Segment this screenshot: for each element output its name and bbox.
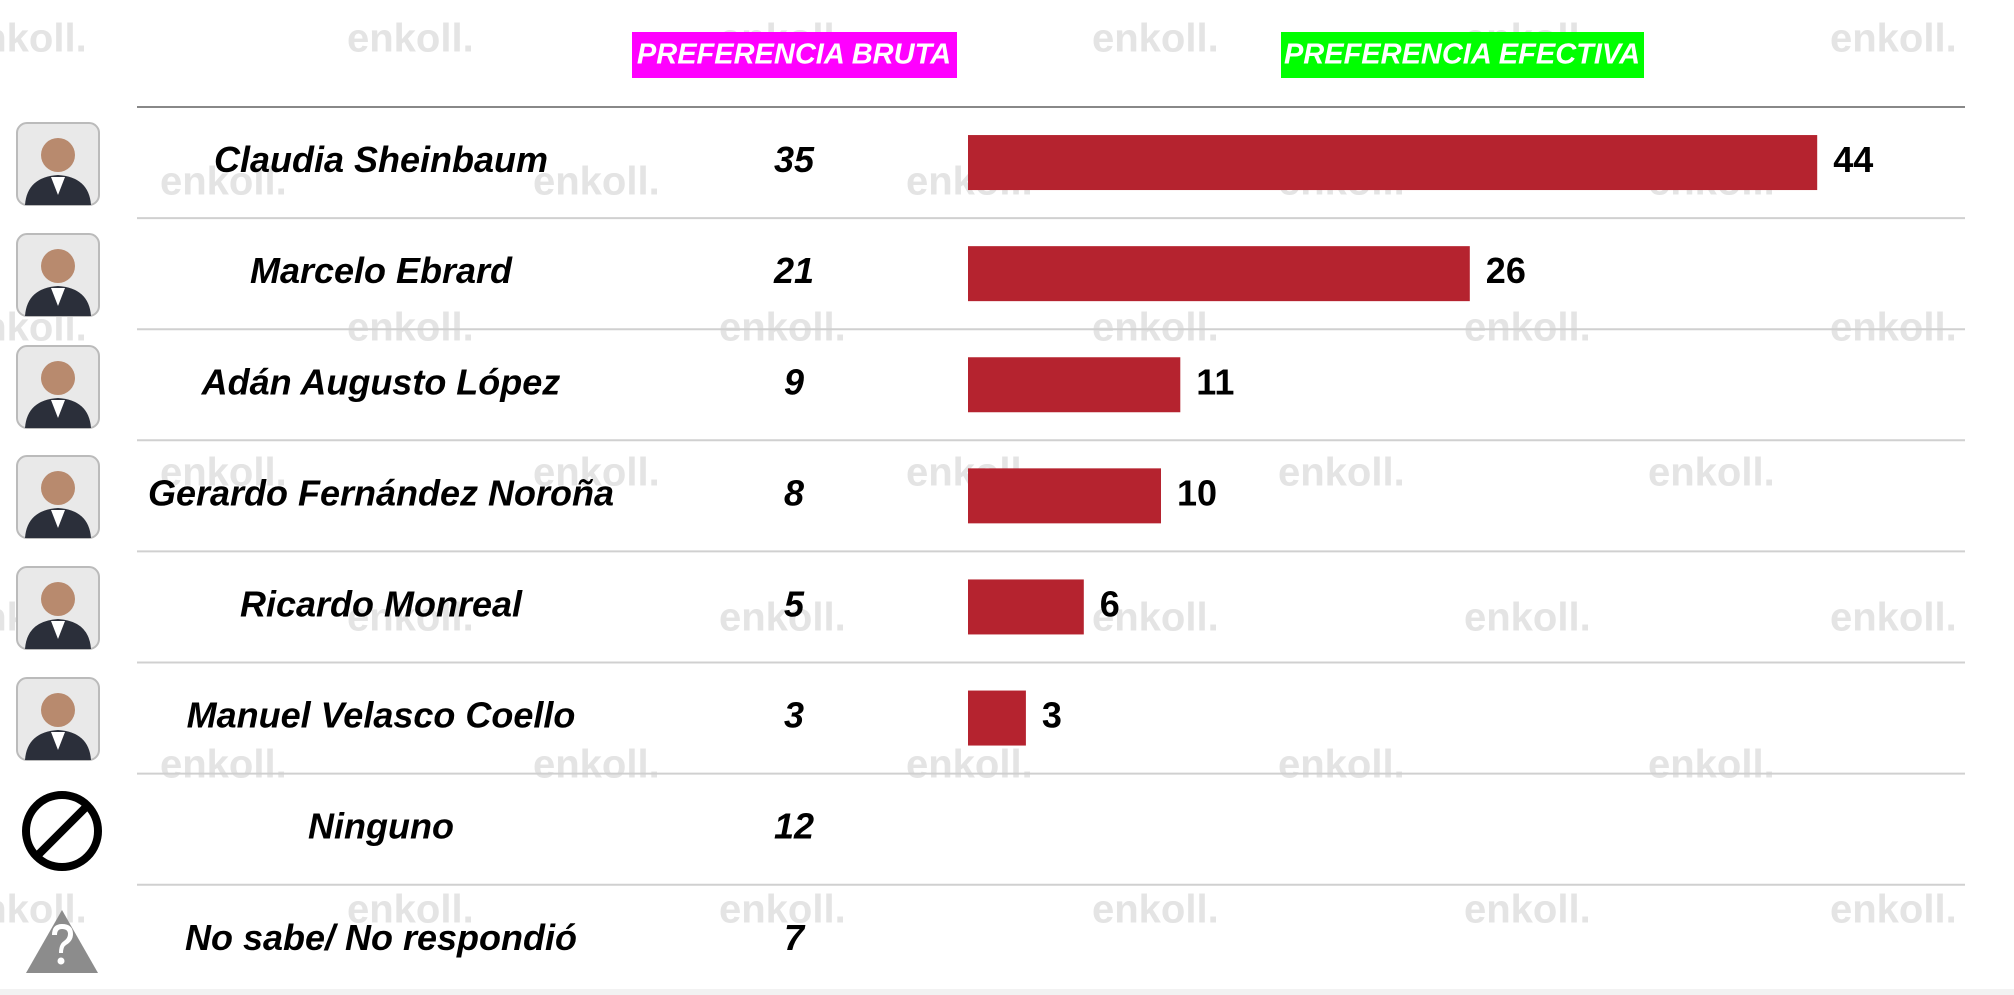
header: PREFERENCIA EFECTIVA bbox=[1284, 39, 1640, 71]
watermark: enkoll. bbox=[1092, 888, 1219, 932]
watermark: enkoll. bbox=[1830, 888, 1957, 932]
raw-value: 3 bbox=[784, 695, 804, 736]
watermark: enkoll. bbox=[160, 743, 287, 787]
watermark: enkoll. bbox=[533, 160, 660, 204]
bar bbox=[968, 135, 1817, 190]
raw-value: 5 bbox=[784, 583, 805, 624]
watermark: enkoll. bbox=[0, 888, 87, 932]
bar-value-label: 3 bbox=[1042, 695, 1062, 736]
watermark: enkoll. bbox=[1278, 451, 1405, 495]
bar bbox=[968, 468, 1161, 523]
bar bbox=[968, 691, 1026, 746]
bar-value-label: 44 bbox=[1833, 139, 1873, 180]
header: PREFERENCIA BRUTA bbox=[637, 39, 951, 71]
candidate-name: Claudia Sheinbaum bbox=[214, 139, 548, 180]
watermark: enkoll. bbox=[347, 17, 474, 61]
raw-value: 35 bbox=[774, 139, 815, 180]
candidate-name: No sabe/ No respondió bbox=[185, 917, 577, 958]
candidate-name: Manuel Velasco Coello bbox=[187, 695, 576, 736]
watermark: enkoll. bbox=[1092, 306, 1219, 350]
watermark: enkoll. bbox=[1464, 306, 1591, 350]
watermark: enkoll. bbox=[1830, 17, 1957, 61]
footer-strip bbox=[0, 989, 2014, 995]
watermark: enkoll. bbox=[1830, 596, 1957, 640]
candidate-name: Marcelo Ebrard bbox=[250, 250, 513, 291]
candidate-name: Gerardo Fernández Noroña bbox=[148, 472, 614, 513]
watermark: enkoll. bbox=[1464, 596, 1591, 640]
raw-value: 12 bbox=[774, 806, 814, 847]
bar-value-label: 11 bbox=[1196, 361, 1234, 402]
chart: enkoll. enkoll. enkoll. enkoll. enkoll. enkol… bbox=[0, 0, 2014, 995]
watermark: enkoll. bbox=[1648, 451, 1775, 495]
raw-value: 9 bbox=[784, 361, 804, 402]
photos bbox=[17, 123, 99, 760]
watermark: enkoll. bbox=[533, 743, 660, 787]
watermark: enkoll. bbox=[0, 17, 87, 61]
bar bbox=[968, 579, 1084, 634]
watermark: enkoll. bbox=[1830, 306, 1957, 350]
bar bbox=[968, 246, 1470, 301]
raw-value: 8 bbox=[784, 472, 804, 513]
watermark: enkoll. bbox=[719, 888, 846, 932]
candidate-name: Adán Augusto López bbox=[201, 361, 561, 402]
watermark: enkoll. bbox=[1278, 743, 1405, 787]
raw-value: 7 bbox=[784, 917, 806, 958]
watermark: enkoll. bbox=[347, 306, 474, 350]
watermark: enkoll. bbox=[719, 306, 846, 350]
raw-value: 21 bbox=[773, 250, 814, 291]
candidate-name: Ricardo Monreal bbox=[240, 583, 523, 624]
watermark: enkoll. bbox=[906, 743, 1033, 787]
bar-value-label: 26 bbox=[1486, 250, 1526, 291]
bar-value-label: 6 bbox=[1100, 583, 1120, 624]
candidate-name: Ninguno bbox=[308, 806, 454, 847]
watermark: enkoll. bbox=[1648, 743, 1775, 787]
bar bbox=[968, 357, 1180, 412]
bar-value-label: 10 bbox=[1177, 472, 1217, 513]
watermark: enkoll. bbox=[1092, 17, 1219, 61]
watermark: enkoll. bbox=[1464, 888, 1591, 932]
none-icon bbox=[26, 795, 98, 867]
watermark: enkoll. bbox=[719, 596, 846, 640]
